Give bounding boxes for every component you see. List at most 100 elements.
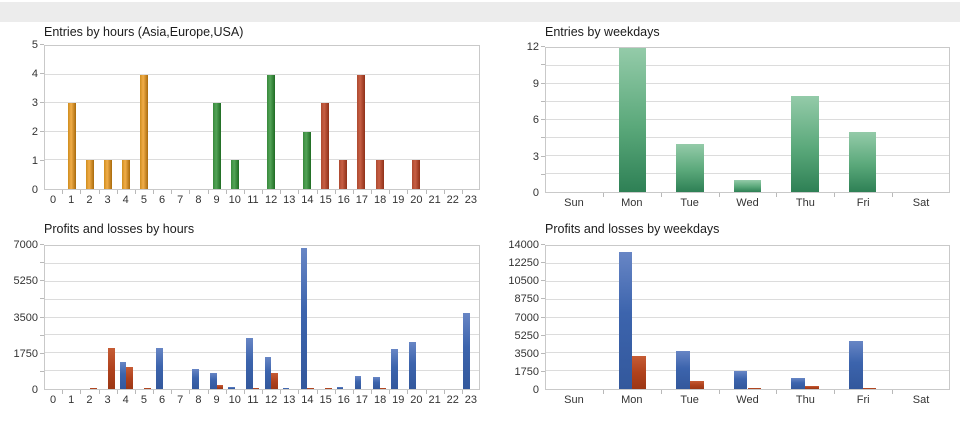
x-axis-label: Thu xyxy=(795,197,815,209)
x-axis-tick xyxy=(334,390,336,394)
x-axis-label: Fri xyxy=(856,394,870,406)
bar-Fri xyxy=(848,132,877,192)
x-axis-tick xyxy=(352,190,354,194)
bar-loss-3 xyxy=(108,348,115,389)
x-axis-tick xyxy=(262,390,263,394)
x-axis-label: 12 xyxy=(264,194,278,206)
y-axis-tick xyxy=(541,280,545,282)
bar-loss-4 xyxy=(126,366,133,389)
x-axis-label: 19 xyxy=(392,194,405,206)
y-axis-tick xyxy=(40,131,44,132)
x-axis-tick xyxy=(834,193,836,197)
x-axis-tick xyxy=(425,390,427,394)
bar-20 xyxy=(411,160,420,189)
x-axis-tick xyxy=(298,190,300,194)
y-axis-tick xyxy=(541,334,545,336)
gridline xyxy=(546,155,949,156)
bar-14 xyxy=(303,131,312,189)
gridline xyxy=(45,352,479,354)
gridline xyxy=(546,83,949,84)
chart-entries-by-weekdays: Entries by weekdays 0 3 6 9 12 Sun Mon Tue Wed T… xyxy=(505,25,950,215)
x-axis-label: 16 xyxy=(337,394,350,406)
gridline xyxy=(546,316,949,318)
x-axis-label: 8 xyxy=(195,194,202,206)
y-axis-label: 0 xyxy=(31,184,38,196)
x-axis-label: Sun xyxy=(564,197,584,209)
x-axis-tick xyxy=(316,390,318,394)
x-axis-label: 4 xyxy=(122,394,129,406)
bar-loss-Mon xyxy=(632,356,647,389)
x-axis-tick xyxy=(134,390,136,394)
gridline xyxy=(546,173,949,174)
bar-18 xyxy=(375,160,384,189)
bar-Tue xyxy=(676,144,704,192)
x-axis-label: 3 xyxy=(104,394,111,406)
bar-profit-Thu xyxy=(791,378,806,389)
bar-loss-Thu xyxy=(805,386,819,389)
gridline xyxy=(45,298,479,300)
bar-profit-12 xyxy=(264,357,272,389)
y-axis-label: 3 xyxy=(31,97,38,109)
x-axis-tick xyxy=(98,390,100,394)
x-axis-tick xyxy=(62,390,64,394)
bar-15 xyxy=(321,103,330,189)
x-axis-label: 15 xyxy=(319,394,332,406)
x-axis-label: 20 xyxy=(410,194,423,206)
x-axis-label: 0 xyxy=(50,194,57,206)
x-axis-label: Tue xyxy=(680,394,699,406)
x-axis-tick xyxy=(718,193,720,197)
x-axis-tick xyxy=(189,390,191,394)
bar-loss-14 xyxy=(307,387,314,389)
bar-profit-14 xyxy=(300,248,308,389)
chart-title: Entries by hours (Asia,Europe,USA) xyxy=(44,25,244,39)
x-axis-label: 12 xyxy=(264,394,278,406)
x-axis-tick xyxy=(225,190,227,194)
x-axis-label: 1 xyxy=(68,194,75,206)
x-axis-tick xyxy=(316,190,318,194)
y-axis-label: 6 xyxy=(532,114,539,126)
chart-profits-losses-by-weekdays: Profits and losses by weekdays 0 1750 3500… xyxy=(497,222,950,412)
bar-profit-23 xyxy=(463,313,470,389)
bar-profit-13 xyxy=(282,387,290,389)
x-axis-tick xyxy=(116,190,118,194)
y-axis-tick xyxy=(40,334,44,336)
x-axis-label: 5 xyxy=(140,194,147,206)
bar-profit-16 xyxy=(336,387,344,389)
y-axis-tick xyxy=(541,173,545,175)
bar-profit-Wed xyxy=(733,370,748,389)
x-axis-tick xyxy=(461,390,463,394)
x-axis-label: Fri xyxy=(856,197,870,209)
y-axis: 0 1750 3500 5250 7000 8750 10500 12250 14000 xyxy=(497,239,545,396)
y-axis-label: 5250 xyxy=(13,275,38,288)
x-axis-tick xyxy=(371,390,372,394)
x-axis: 0 1 2 3 4 5 6 7 8 9 10 11 12 13 14 15 16 17 18 19 20 21 22 23 xyxy=(44,190,480,212)
x-axis-label: 6 xyxy=(159,394,166,406)
y-axis-tick xyxy=(541,64,545,66)
bar-profit-4 xyxy=(119,362,127,389)
y-axis: 0 3 6 9 12 xyxy=(505,41,545,199)
gridline xyxy=(546,370,949,372)
x-axis-tick xyxy=(98,190,100,194)
gridline xyxy=(45,370,479,372)
y-axis-label: 9 xyxy=(532,77,539,90)
bar-loss-Fri xyxy=(862,388,877,389)
bar-loss-15 xyxy=(325,388,332,389)
y-axis-label: 1 xyxy=(31,155,38,167)
bar-loss-5 xyxy=(144,387,151,389)
x-axis-label: 14 xyxy=(301,394,314,406)
bar-profit-Tue xyxy=(676,351,690,389)
y-axis: 0 1 2 3 4 5 xyxy=(8,39,44,196)
bar-loss-2 xyxy=(90,387,97,389)
y-axis-label: 14000 xyxy=(508,239,539,251)
x-axis-label: Sat xyxy=(912,394,930,406)
x-axis-tick xyxy=(461,190,463,194)
x-axis-tick xyxy=(243,190,245,194)
header-band xyxy=(0,2,960,22)
plot-area xyxy=(545,245,950,390)
chart-title: Profits and losses by weekdays xyxy=(545,222,720,236)
bar-Mon xyxy=(618,48,647,192)
gridline xyxy=(45,102,479,104)
y-axis-tick xyxy=(541,100,545,102)
x-axis-tick xyxy=(371,190,372,194)
gridline xyxy=(546,137,949,138)
